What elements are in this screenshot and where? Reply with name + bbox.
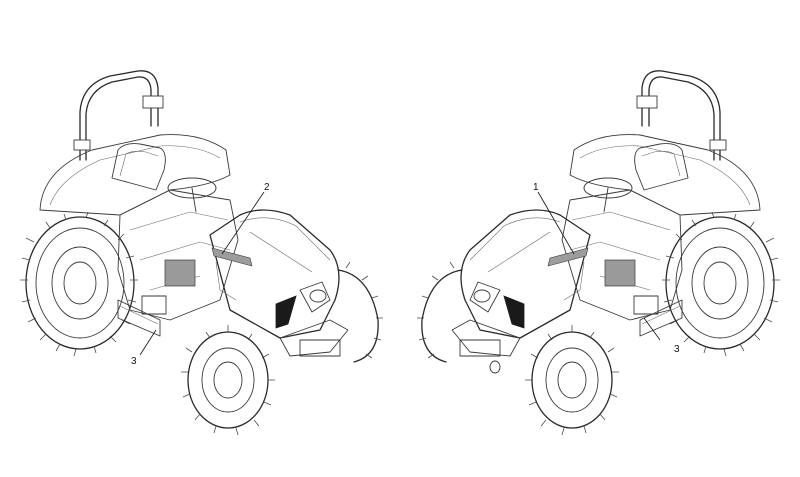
right-callout-3-leader <box>643 317 661 341</box>
right-headlight <box>503 295 525 329</box>
right-rops-bar <box>641 70 721 161</box>
left-headlight <box>275 295 297 329</box>
right-rear-wheel <box>662 211 780 357</box>
right-callout-3: 3 <box>674 344 680 355</box>
right-front-wheel-far <box>417 261 463 363</box>
left-hood <box>209 209 340 339</box>
left-front-wheel-far <box>337 261 383 363</box>
right-hood-stripe-decal <box>547 247 589 267</box>
right-callout-1: 1 <box>533 182 539 193</box>
left-tractor: 2 3 <box>20 70 383 436</box>
left-hood-stripe-decal <box>211 247 253 267</box>
left-callout-2-leader <box>221 191 265 255</box>
left-chassis <box>117 189 239 321</box>
right-chassis <box>561 189 683 321</box>
left-steering-wheel <box>167 177 217 199</box>
right-rear-fender <box>569 134 761 216</box>
right-steering-wheel <box>583 177 633 199</box>
right-tractor <box>417 70 780 436</box>
left-seat <box>111 143 166 191</box>
left-rear-wheel <box>20 211 138 357</box>
left-callout-3-leader <box>139 329 157 356</box>
right-callout-1-leader <box>537 191 575 255</box>
left-callout-2: 2 <box>264 182 270 193</box>
left-rear-fender <box>39 134 231 216</box>
right-seat <box>634 143 689 191</box>
right-front-wheel-near <box>525 325 619 436</box>
left-rops-bar <box>79 70 159 161</box>
right-hood <box>460 209 591 339</box>
left-callout-3: 3 <box>131 356 137 367</box>
left-front-wheel-near <box>181 325 275 436</box>
